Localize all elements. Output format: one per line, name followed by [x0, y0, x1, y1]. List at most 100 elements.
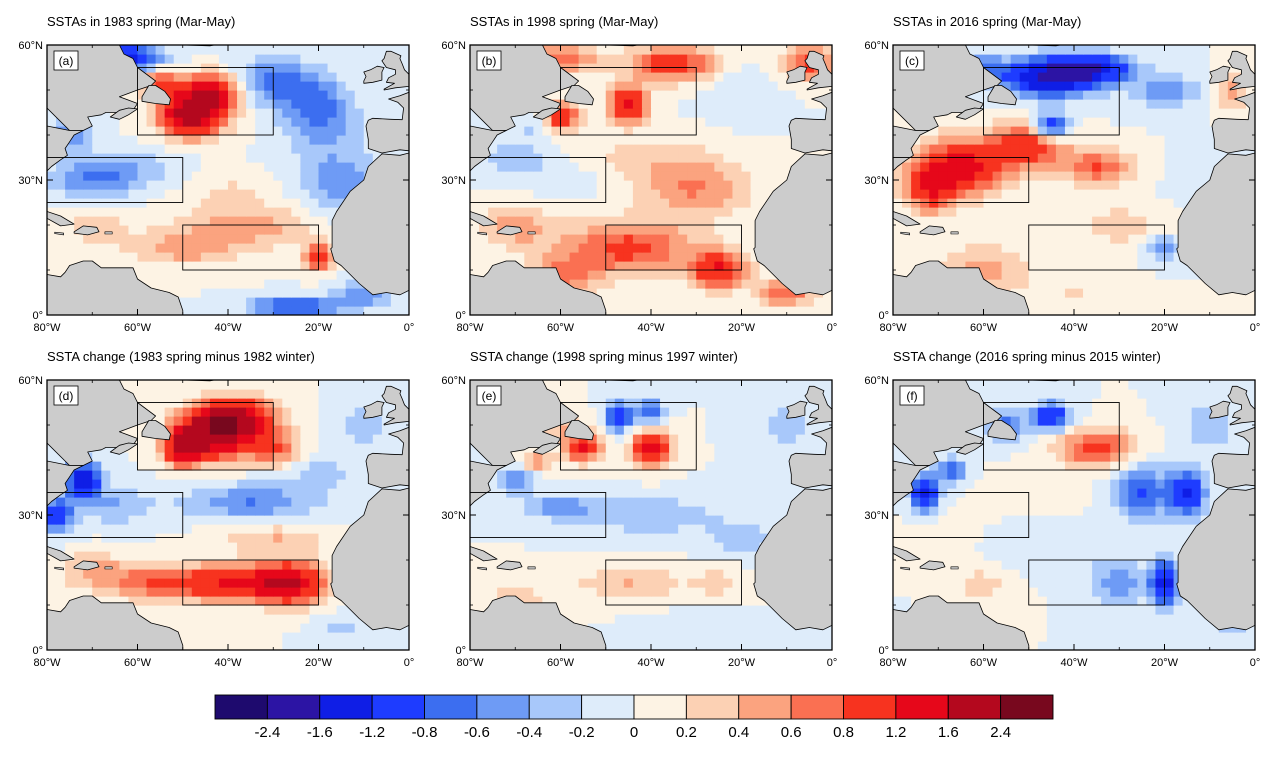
ssta-cell	[651, 288, 661, 298]
ssta-cell	[345, 470, 356, 480]
ssta-cell	[327, 434, 338, 444]
ssta-cell	[318, 407, 329, 417]
ssta-cell	[318, 524, 329, 534]
ssta-cell	[291, 171, 301, 181]
ssta-cell	[255, 425, 265, 435]
ssta-cell	[1101, 306, 1111, 315]
ssta-cell	[1046, 171, 1057, 181]
ssta-cell	[1037, 270, 1048, 280]
ssta-cell	[119, 560, 130, 570]
ssta-cell	[282, 533, 292, 543]
ssta-cell	[372, 99, 383, 109]
ssta-cell	[246, 171, 256, 181]
ssta-cell	[705, 81, 715, 91]
ssta-cell	[1137, 225, 1147, 235]
ssta-cell	[578, 126, 589, 136]
ssta-cell	[587, 72, 598, 82]
ssta-cell	[605, 81, 616, 91]
ssta-cell	[813, 297, 824, 307]
ssta-cell	[1092, 270, 1102, 280]
ssta-cell	[354, 153, 365, 163]
ssta-cell	[696, 144, 706, 154]
ssta-cell	[1101, 189, 1111, 199]
ssta-cell	[1119, 189, 1129, 199]
ssta-cell	[291, 605, 301, 615]
ssta-cell	[596, 234, 607, 244]
ssta-cell	[146, 443, 157, 453]
ssta-cell	[551, 171, 562, 181]
ssta-cell	[101, 506, 111, 516]
ssta-cell	[1037, 216, 1048, 226]
ssta-cell	[200, 306, 211, 315]
ssta-cell	[200, 416, 211, 426]
ssta-cell	[497, 243, 507, 253]
ssta-cell	[336, 270, 347, 280]
ssta-cell	[218, 198, 229, 208]
ssta-cell	[110, 225, 120, 235]
ssta-cell	[255, 497, 265, 507]
ssta-cell	[1092, 306, 1102, 315]
ssta-cell	[1092, 207, 1102, 217]
ssta-cell	[92, 506, 102, 516]
ssta-cell	[354, 623, 365, 633]
ssta-cell	[1101, 270, 1111, 280]
ssta-cell	[965, 45, 976, 55]
ssta-cell	[660, 153, 670, 163]
ssta-cell	[759, 153, 770, 163]
ssta-cell	[246, 587, 256, 597]
ssta-cell	[569, 162, 580, 172]
x-tick-label: 60°W	[547, 322, 575, 334]
ssta-cell	[318, 171, 329, 181]
ssta-cell	[228, 416, 238, 426]
ssta-cell	[327, 162, 338, 172]
ssta-cell	[200, 641, 211, 650]
ssta-cell	[623, 189, 634, 199]
ssta-cell	[696, 135, 706, 145]
ssta-cell	[596, 117, 607, 127]
ssta-cell	[56, 171, 66, 181]
ssta-cell	[551, 135, 562, 145]
ssta-cell	[200, 252, 211, 262]
ssta-cell	[273, 90, 283, 100]
ssta-cell	[273, 207, 283, 217]
ssta-cell	[1028, 180, 1039, 190]
ssta-cell	[669, 99, 679, 109]
ssta-cell	[264, 641, 274, 650]
ssta-cell	[759, 54, 770, 64]
ssta-cell	[641, 171, 652, 181]
ssta-cell	[696, 306, 706, 315]
ssta-cell	[723, 261, 734, 271]
ssta-cell	[1227, 90, 1238, 100]
ssta-cell	[300, 126, 311, 136]
ssta-cell	[1209, 99, 1220, 109]
ssta-cell	[965, 117, 976, 127]
ssta-cell	[947, 189, 957, 199]
ssta-cell	[524, 234, 534, 244]
y-tick-label: 60°N	[441, 40, 466, 52]
ssta-cell	[560, 216, 571, 226]
ssta-cell	[956, 234, 966, 244]
ssta-cell	[992, 162, 1003, 172]
ssta-cell	[497, 144, 507, 154]
ssta-cell	[524, 171, 534, 181]
ssta-cell	[228, 560, 238, 570]
ssta-cell	[119, 506, 130, 516]
ssta-cell	[1055, 243, 1066, 253]
ssta-cell	[533, 243, 543, 253]
ssta-cell	[470, 117, 480, 127]
ssta-cell	[479, 162, 489, 172]
ssta-cell	[470, 234, 480, 244]
ssta-cell	[623, 72, 634, 82]
ssta-cell	[1074, 90, 1084, 100]
ssta-cell	[191, 461, 202, 471]
ssta-cell	[182, 225, 193, 235]
ssta-cell	[641, 180, 652, 190]
ssta-cell	[336, 171, 347, 181]
ssta-cell	[237, 45, 247, 55]
ssta-cell	[1064, 108, 1075, 118]
ssta-cell	[345, 135, 356, 145]
ssta-cell	[327, 297, 338, 307]
ssta-cell	[533, 162, 543, 172]
ssta-cell	[938, 144, 948, 154]
ssta-cell	[164, 578, 175, 588]
